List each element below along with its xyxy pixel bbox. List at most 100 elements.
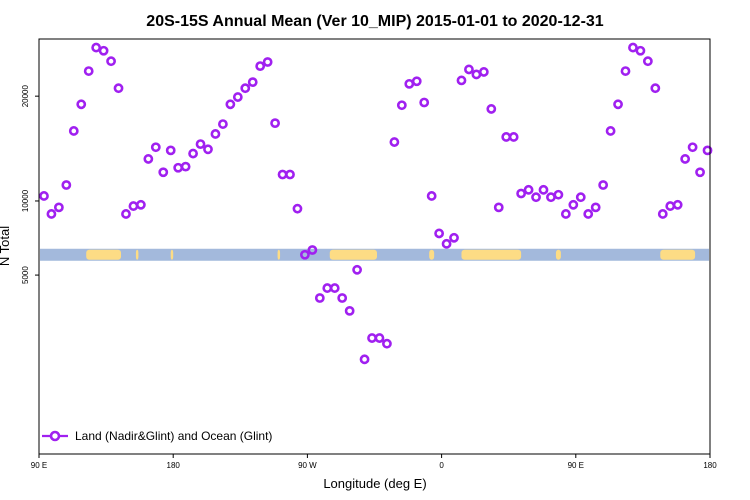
data-point (218, 119, 228, 129)
data-point (292, 203, 303, 214)
data-point (53, 202, 64, 213)
data-point (232, 92, 243, 102)
map-strip-land-4 (329, 249, 377, 260)
data-point (83, 66, 94, 76)
map-strip-land-5 (429, 249, 435, 260)
data-point (396, 100, 407, 111)
data-point (285, 169, 295, 180)
data-point (389, 137, 400, 147)
map-strip-land-6 (461, 249, 522, 260)
data-point (553, 189, 564, 200)
data-point (307, 245, 318, 255)
data-point (419, 97, 430, 108)
data-point (195, 139, 206, 150)
data-point (121, 209, 131, 219)
data-point (337, 293, 348, 303)
data-point (695, 167, 705, 178)
data-point (61, 180, 72, 190)
data-point (165, 145, 176, 156)
data-point (613, 99, 623, 110)
y-axis-label: N Total (0, 226, 12, 266)
map-strip-land-8 (660, 249, 696, 260)
data-point (687, 142, 698, 153)
data-point (203, 144, 213, 155)
data-point (568, 199, 579, 210)
data-point (657, 209, 668, 219)
data-point (628, 42, 638, 53)
data-point (143, 154, 154, 164)
data-point (605, 126, 616, 136)
x-tick-label: 180 (167, 461, 181, 470)
x-tick-label: 0 (439, 461, 444, 470)
data-points (39, 42, 713, 365)
data-point (374, 333, 385, 343)
plot-frame (38, 38, 711, 455)
data-point (523, 184, 534, 195)
data-point (702, 145, 713, 156)
data-point (135, 199, 146, 210)
data-point (471, 69, 482, 80)
map-strip-land-2 (170, 249, 174, 260)
y-tick-label: 20000 (21, 84, 30, 107)
data-point (262, 57, 273, 67)
data-point (240, 83, 251, 94)
legend: Land (Nadir&Glint) and Ocean (Glint) (42, 429, 272, 443)
data-point (441, 238, 452, 249)
data-point (352, 264, 363, 275)
map-strip-land-3 (277, 249, 281, 260)
x-tick-label: 90 E (568, 461, 584, 470)
map-strip-land-0 (86, 249, 122, 260)
data-point (367, 333, 377, 343)
data-point (128, 201, 139, 211)
data-point (449, 232, 459, 243)
data-point (225, 99, 236, 110)
data-point (635, 45, 646, 56)
data-point (456, 75, 467, 86)
data-point (680, 154, 691, 164)
data-point (314, 293, 325, 303)
data-point (620, 66, 631, 76)
data-point (411, 76, 422, 87)
data-point (150, 142, 161, 153)
x-tick-label: 90 W (298, 461, 317, 470)
data-point (434, 228, 445, 239)
data-point (546, 192, 556, 203)
legend-label: Land (Nadir&Glint) and Ocean (Glint) (75, 429, 272, 443)
legend-marker (49, 430, 61, 442)
data-point (344, 305, 355, 316)
data-point (590, 202, 601, 213)
data-point (665, 201, 676, 211)
map-strip (40, 248, 709, 261)
data-point (508, 132, 519, 142)
data-point (158, 167, 169, 178)
data-point (76, 99, 87, 110)
data-point (650, 83, 661, 94)
data-point (531, 192, 541, 203)
data-point (478, 67, 489, 77)
data-point (359, 354, 370, 365)
data-point (501, 132, 512, 142)
data-point (300, 249, 310, 260)
data-point (270, 118, 280, 129)
map-strip-land-1 (135, 249, 139, 260)
data-point (538, 184, 549, 195)
data-point (106, 56, 116, 67)
data-point (575, 192, 586, 203)
data-point (180, 161, 191, 172)
y-tick-label: 5000 (21, 266, 30, 284)
x-axis-label: Longitude (deg E) (323, 476, 426, 491)
data-point (322, 283, 333, 293)
data-point (39, 191, 49, 201)
data-point (642, 56, 653, 67)
data-point (486, 104, 497, 114)
data-point (91, 42, 102, 53)
y-axis-ticks: 5000 10000 20000 (21, 84, 39, 284)
data-point (464, 64, 474, 75)
chart-title: 20S-15S Annual Mean (Ver 10_MIP) 2015-01… (146, 13, 604, 30)
data-point (46, 209, 57, 219)
data-point (329, 283, 340, 293)
data-point (404, 78, 415, 89)
data-point (255, 61, 266, 72)
data-point (247, 77, 258, 88)
